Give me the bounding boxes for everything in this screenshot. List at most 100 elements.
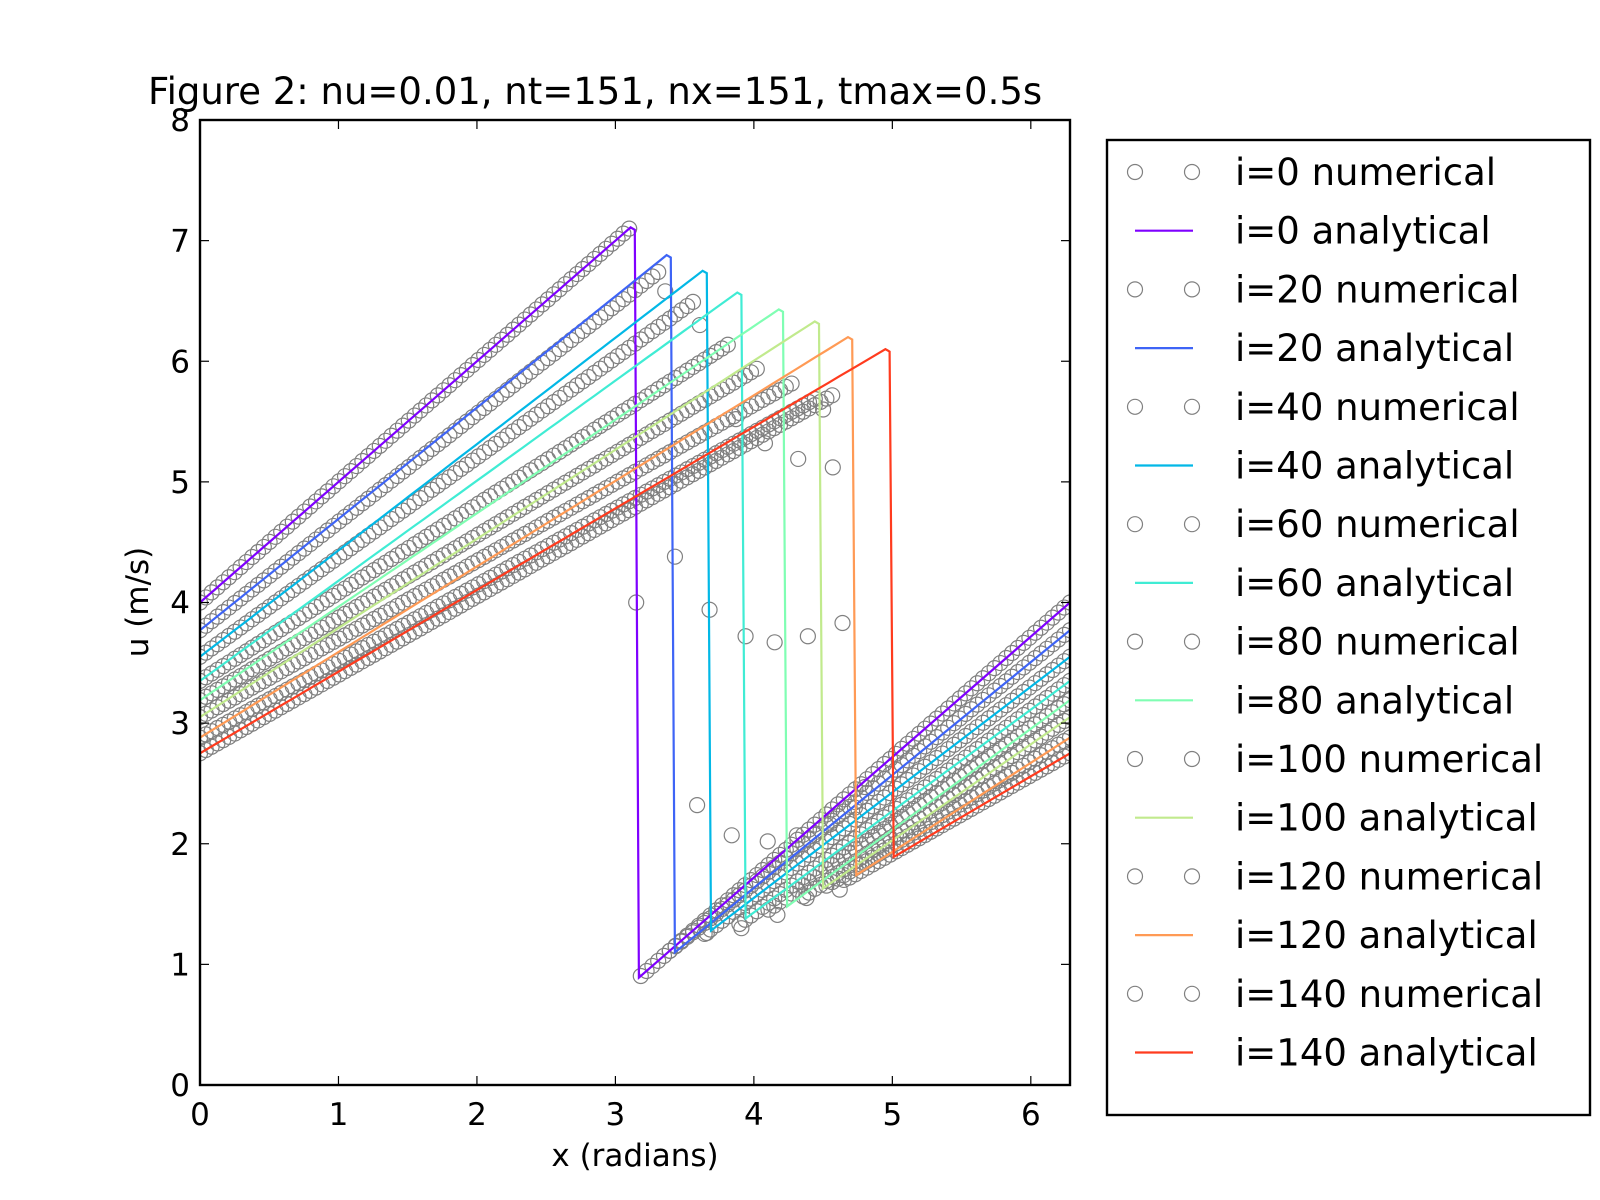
- data-point: [818, 833, 835, 850]
- data-point: [476, 444, 493, 461]
- data-point: [824, 829, 841, 846]
- data-point: [609, 295, 626, 312]
- data-point: [795, 888, 812, 905]
- data-point: [1009, 663, 1026, 681]
- data-point: [400, 498, 417, 515]
- data-point: [980, 710, 997, 727]
- legend-label: i=20 numerical: [1235, 268, 1520, 311]
- data-point: [232, 619, 249, 636]
- data-point: [615, 343, 632, 361]
- data-point: [255, 572, 272, 589]
- data-point: [302, 535, 319, 553]
- data-point: [1044, 661, 1061, 679]
- data-point: [435, 473, 452, 490]
- legend-label: i=60 analytical: [1235, 562, 1514, 605]
- legend-label: i=120 numerical: [1235, 855, 1543, 898]
- data-point: [974, 670, 992, 687]
- data-point: [824, 459, 841, 476]
- data-point: [1015, 683, 1032, 701]
- data-point: [951, 690, 968, 707]
- data-point: [284, 549, 301, 566]
- data-point: [278, 518, 296, 535]
- data-point: [834, 614, 851, 632]
- data-point: [377, 515, 394, 532]
- legend-label: i=140 numerical: [1235, 973, 1543, 1016]
- data-point: [1032, 728, 1050, 745]
- data-point: [789, 831, 806, 848]
- data-point: [1009, 744, 1026, 761]
- data-point: [238, 585, 255, 603]
- data-point: [499, 326, 516, 343]
- data-point: [592, 360, 609, 377]
- data-point: [238, 615, 255, 632]
- series-numerical: [200, 220, 1070, 985]
- data-point: [516, 465, 533, 483]
- data-point: [534, 402, 551, 419]
- data-point: [1038, 724, 1055, 741]
- data-point: [969, 719, 986, 736]
- data-point: [655, 947, 673, 964]
- data-point: [423, 392, 441, 409]
- data-point: [864, 780, 881, 797]
- legend-frame: [1105, 138, 1592, 1117]
- data-point: [394, 502, 412, 519]
- data-point: [998, 649, 1015, 667]
- data-point: [383, 472, 400, 489]
- data-point: [545, 286, 562, 303]
- data-point: [1021, 702, 1038, 719]
- data-point: [928, 729, 945, 746]
- legend-label: i=120 analytical: [1235, 914, 1538, 957]
- data-point: [673, 302, 690, 319]
- data-point: [818, 806, 835, 823]
- data-point: [922, 775, 939, 792]
- data-point: [916, 779, 934, 796]
- data-point: [360, 565, 377, 582]
- data-point: [354, 495, 371, 512]
- data-point: [974, 714, 992, 731]
- data-point: [429, 387, 446, 404]
- data-point: [406, 494, 423, 511]
- data-point: [284, 513, 301, 530]
- data-point: [644, 957, 661, 975]
- data-point: [580, 368, 597, 386]
- data-point: [215, 604, 232, 621]
- data-point: [1056, 599, 1070, 616]
- series-analytical: [200, 269, 1070, 933]
- data-point: [447, 372, 464, 389]
- data-point: [597, 240, 615, 257]
- data-point: [499, 427, 516, 444]
- data-point: [377, 432, 394, 449]
- data-point: [992, 654, 1009, 672]
- data-point: [690, 395, 707, 412]
- series-analytical: [200, 226, 1070, 981]
- data-point: [505, 473, 522, 490]
- data-point: [400, 567, 417, 585]
- legend-marker-swatch: [1183, 750, 1201, 768]
- data-point: [441, 469, 458, 486]
- data-point: [911, 763, 928, 780]
- series-analytical: [200, 291, 1070, 921]
- data-point: [963, 701, 980, 718]
- data-point: [615, 291, 632, 308]
- data-point: [1050, 716, 1067, 733]
- data-point: [487, 435, 504, 452]
- x-tick-label: 0: [190, 1097, 210, 1133]
- data-point: [597, 304, 615, 321]
- legend-label: i=40 analytical: [1235, 445, 1514, 488]
- data-point: [945, 736, 963, 753]
- data-point: [934, 745, 951, 762]
- series-numerical: [200, 263, 1070, 959]
- data-point: [592, 245, 609, 262]
- data-point: [689, 797, 706, 814]
- data-point: [986, 705, 1003, 723]
- data-point: [1050, 657, 1067, 674]
- data-point: [795, 826, 812, 843]
- data-point: [249, 576, 267, 593]
- data-point: [1027, 650, 1044, 667]
- data-point: [226, 623, 243, 640]
- data-point: [568, 377, 586, 394]
- data-point: [957, 727, 974, 745]
- data-point: [684, 398, 702, 415]
- data-point: [389, 506, 406, 523]
- data-point: [325, 587, 342, 605]
